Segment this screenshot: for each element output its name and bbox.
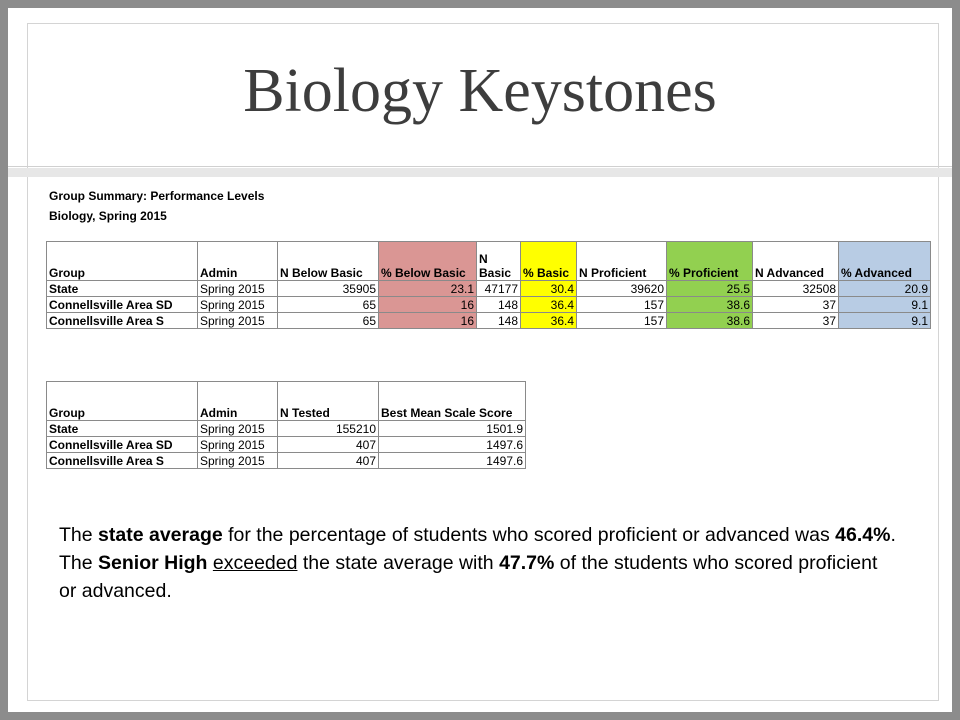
cell-group: Connellsville Area SD	[46, 296, 198, 313]
col-header-pct-proficient: % Proficient	[666, 241, 753, 281]
cell-pct-below-basic: 16	[378, 296, 477, 313]
cell-n-advanced: 37	[752, 312, 839, 329]
scale-score-table: Group Admin N Tested Best Mean Scale Sco…	[46, 381, 526, 469]
cell-group: State	[46, 280, 198, 297]
cell-n-basic: 148	[476, 296, 521, 313]
text-run: the state average with	[297, 552, 500, 574]
cell-pct-basic: 30.4	[520, 280, 577, 297]
table-row: State Spring 2015 35905 23.1 47177 30.4 …	[46, 280, 931, 297]
cell-pct-advanced: 9.1	[838, 296, 931, 313]
cell-pct-proficient: 38.6	[666, 312, 753, 329]
cell-pct-basic: 36.4	[520, 296, 577, 313]
cell-n-basic: 148	[476, 312, 521, 329]
col-header-n-advanced: N Advanced	[752, 241, 839, 281]
cell-n-tested: 407	[277, 436, 379, 453]
cell-pct-basic: 36.4	[520, 312, 577, 329]
col-header-admin: Admin	[197, 241, 278, 281]
state-average-sentence: The state average for the percentage of …	[59, 521, 899, 549]
cell-n-below-basic: 65	[277, 312, 379, 329]
table-row: Connellsville Area S Spring 2015 65 16 1…	[46, 312, 931, 329]
cell-n-proficient: 157	[576, 312, 667, 329]
cell-n-tested: 155210	[277, 420, 379, 437]
text-run: The	[59, 524, 99, 546]
cell-n-below-basic: 65	[277, 296, 379, 313]
title-divider-band	[8, 168, 952, 177]
col-header-group: Group	[46, 241, 198, 281]
cell-n-advanced: 32508	[752, 280, 839, 297]
table-header-row: Group Admin N Below Basic % Below Basic …	[46, 241, 931, 281]
text-run-bold: 47.7%	[499, 552, 555, 574]
text-run: The	[59, 552, 99, 574]
cell-group: State	[46, 420, 198, 437]
cell-pct-proficient: 38.6	[666, 296, 753, 313]
cell-pct-below-basic: 16	[378, 312, 477, 329]
summary-caption-line1: Group Summary: Performance Levels	[49, 189, 265, 203]
cell-admin: Spring 2015	[197, 420, 278, 437]
cell-n-below-basic: 35905	[277, 280, 379, 297]
slide-title: Biology Keystones	[243, 57, 717, 125]
col-header-pct-advanced: % Advanced	[838, 241, 931, 281]
cell-group: Connellsville Area S	[46, 452, 198, 469]
cell-n-proficient: 157	[576, 296, 667, 313]
cell-n-tested: 407	[277, 452, 379, 469]
cell-pct-below-basic: 23.1	[378, 280, 477, 297]
cell-n-advanced: 37	[752, 296, 839, 313]
col-header-n-proficient: N Proficient	[576, 241, 667, 281]
table-header-row: Group Admin N Tested Best Mean Scale Sco…	[46, 381, 526, 421]
cell-admin: Spring 2015	[197, 280, 278, 297]
cell-pct-proficient: 25.5	[666, 280, 753, 297]
col-header-pct-below-basic: % Below Basic	[378, 241, 477, 281]
cell-pct-advanced: 20.9	[838, 280, 931, 297]
summary-text: The state average for the percentage of …	[59, 521, 899, 605]
cell-admin: Spring 2015	[197, 452, 278, 469]
col-header-n-basic: N Basic	[476, 241, 521, 281]
cell-admin: Spring 2015	[197, 296, 278, 313]
col-header-group: Group	[46, 381, 198, 421]
title-divider-line	[8, 166, 952, 167]
text-run-bold: 46.4%	[835, 524, 891, 546]
slide: Biology Keystones Group Summary: Perform…	[8, 8, 952, 712]
cell-n-basic: 47177	[476, 280, 521, 297]
performance-levels-table: Group Admin N Below Basic % Below Basic …	[46, 241, 931, 329]
col-header-admin: Admin	[197, 381, 278, 421]
cell-admin: Spring 2015	[197, 436, 278, 453]
cell-admin: Spring 2015	[197, 312, 278, 329]
cell-n-proficient: 39620	[576, 280, 667, 297]
table-row: Connellsville Area SD Spring 2015 65 16 …	[46, 296, 931, 313]
col-header-n-below-basic: N Below Basic	[277, 241, 379, 281]
cell-group: Connellsville Area SD	[46, 436, 198, 453]
table-row: Connellsville Area SD Spring 2015 407 14…	[46, 436, 526, 453]
text-run-bold: state average	[98, 524, 223, 546]
text-run-bold: Senior High	[98, 552, 208, 574]
col-header-best-mean-scale-score: Best Mean Scale Score	[378, 381, 526, 421]
cell-best-mean-scale-score: 1501.9	[378, 420, 526, 437]
text-run: of the students who scored proficient or…	[59, 552, 878, 602]
summary-caption-line2: Biology, Spring 2015	[49, 209, 167, 223]
table-row: Connellsville Area S Spring 2015 407 149…	[46, 452, 526, 469]
text-run: for the percentage of students who score…	[222, 524, 836, 546]
text-run-underlined: exceeded	[212, 552, 298, 574]
cell-pct-advanced: 9.1	[838, 312, 931, 329]
col-header-n-tested: N Tested	[277, 381, 379, 421]
cell-group: Connellsville Area S	[46, 312, 198, 329]
text-run: .	[890, 524, 896, 546]
cell-best-mean-scale-score: 1497.6	[378, 436, 526, 453]
col-header-pct-basic: % Basic	[520, 241, 577, 281]
slide-frame	[27, 23, 939, 701]
senior-high-sentence: The Senior High exceeded the state avera…	[59, 549, 899, 605]
cell-best-mean-scale-score: 1497.6	[378, 452, 526, 469]
table-row: State Spring 2015 155210 1501.9	[46, 420, 526, 437]
